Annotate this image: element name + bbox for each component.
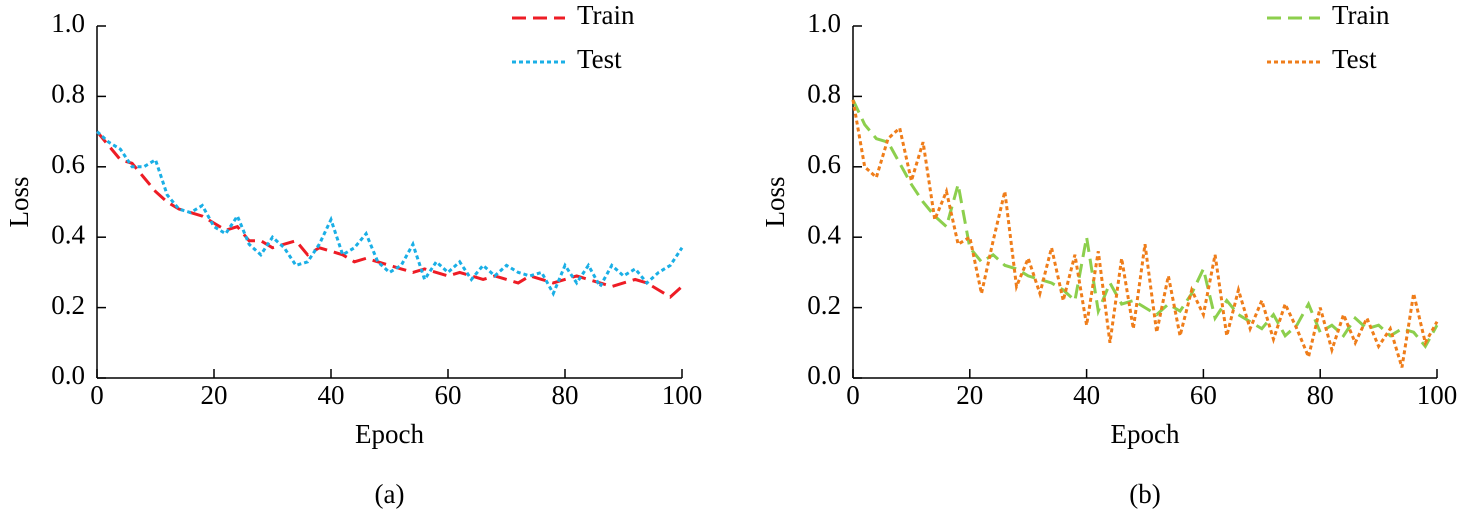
x-tick-label: 0 — [90, 380, 104, 410]
y-tick-label: 0.8 — [807, 79, 841, 109]
x-tick-label: 80 — [1307, 380, 1334, 410]
legend-label: Train — [577, 0, 635, 30]
series-line — [851, 99, 1439, 368]
series-line — [95, 130, 684, 299]
y-tick-label: 0.4 — [51, 219, 85, 249]
y-tick-label: 0.2 — [807, 290, 841, 320]
y-axis-label: Loss — [4, 176, 34, 227]
y-axis-label: Loss — [760, 176, 790, 227]
x-tick-label: 100 — [662, 380, 703, 410]
x-axis-label: Epoch — [355, 419, 424, 449]
x-tick-label: 60 — [435, 380, 462, 410]
caption: (a) — [375, 479, 405, 509]
y-tick-label: 0.2 — [51, 290, 85, 320]
y-tick-label: 0.0 — [51, 360, 85, 390]
caption: (b) — [1129, 479, 1160, 509]
y-tick-label: 0.4 — [807, 219, 841, 249]
x-tick-label: 40 — [318, 380, 345, 410]
y-tick-label: 0.0 — [807, 360, 841, 390]
legend-label: Test — [1332, 44, 1377, 74]
y-tick-label: 0.6 — [51, 149, 85, 179]
y-tick-label: 0.8 — [51, 79, 85, 109]
y-tick-label: 1.0 — [807, 8, 841, 38]
x-tick-label: 20 — [201, 380, 228, 410]
x-tick-label: 100 — [1417, 380, 1458, 410]
legend-label: Test — [577, 44, 622, 74]
x-tick-label: 20 — [956, 380, 983, 410]
x-tick-label: 60 — [1190, 380, 1217, 410]
series-line — [851, 99, 1439, 349]
y-tick-label: 0.6 — [807, 149, 841, 179]
y-tick-label: 1.0 — [51, 8, 85, 38]
legend-label: Train — [1332, 0, 1390, 30]
x-tick-label: 80 — [552, 380, 579, 410]
x-axis-label: Epoch — [1111, 419, 1180, 449]
x-tick-label: 40 — [1073, 380, 1100, 410]
x-tick-label: 0 — [846, 380, 860, 410]
series-line — [95, 130, 684, 297]
